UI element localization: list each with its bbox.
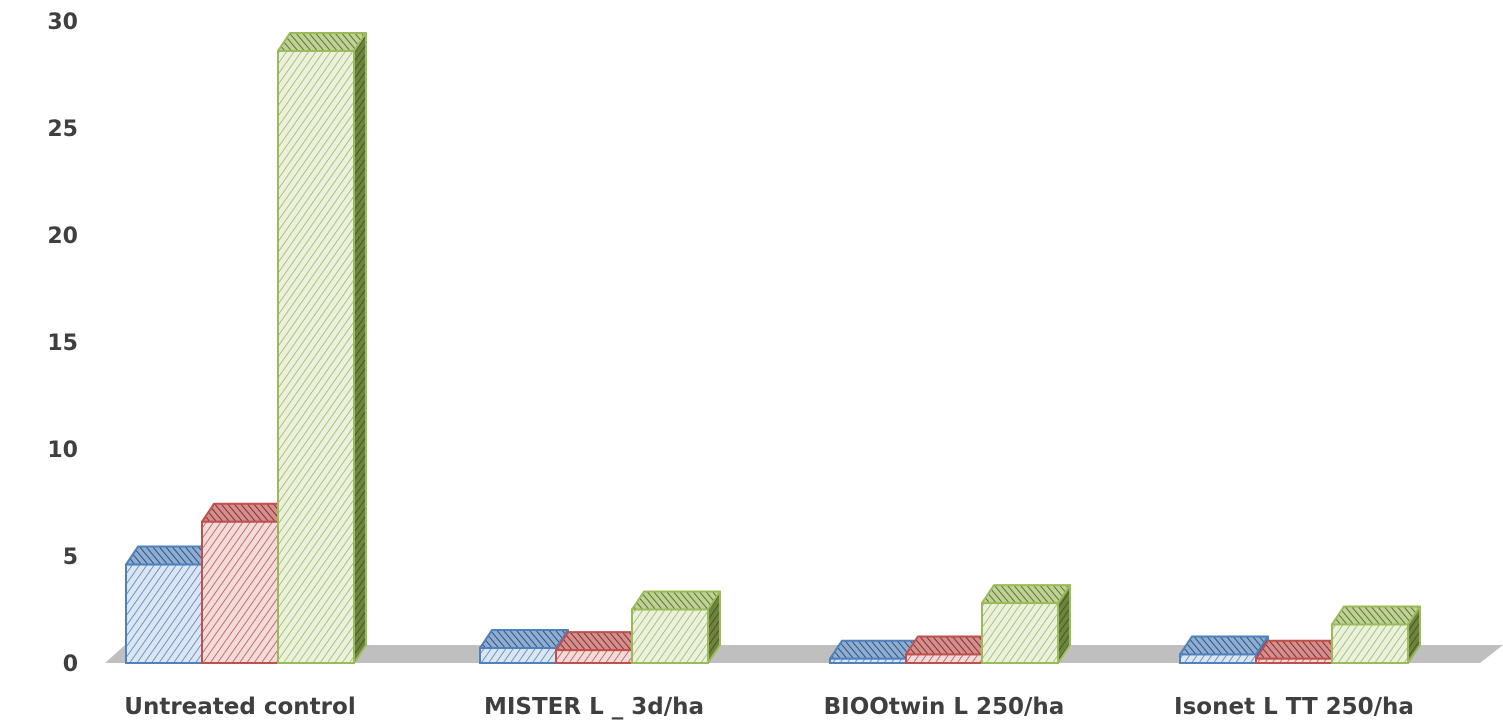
chart-floor	[105, 645, 1503, 663]
x-axis-categories: Untreated control MISTER L _ 3d/ha BIOOtwi…	[124, 694, 1414, 720]
bar	[905, 635, 995, 665]
bars	[125, 31, 1421, 665]
y-axis-ticks: 0 5 10 15 20 25 30	[47, 10, 78, 677]
bar	[201, 502, 291, 665]
floor-plane	[105, 645, 1503, 663]
bar	[981, 584, 1071, 665]
bar	[631, 590, 721, 664]
bar	[1331, 605, 1421, 664]
bar	[1179, 635, 1269, 665]
bar	[125, 545, 215, 664]
y-tick-label: 5	[63, 545, 78, 570]
bar	[277, 31, 367, 664]
bar	[1255, 639, 1345, 664]
category-label: BIOOtwin L 250/ha	[824, 694, 1065, 720]
category-label: Untreated control	[124, 694, 355, 720]
bar	[479, 629, 569, 665]
bar	[555, 631, 645, 664]
y-tick-label: 30	[47, 10, 78, 35]
category-label: Isonet L TT 250/ha	[1174, 694, 1414, 720]
y-tick-label: 10	[47, 438, 78, 463]
y-tick-label: 20	[47, 224, 78, 249]
y-tick-label: 15	[47, 331, 78, 356]
bar	[829, 639, 919, 664]
category-label: MISTER L _ 3d/ha	[484, 694, 704, 720]
y-tick-label: 25	[47, 117, 78, 142]
y-tick-label: 0	[63, 652, 78, 677]
